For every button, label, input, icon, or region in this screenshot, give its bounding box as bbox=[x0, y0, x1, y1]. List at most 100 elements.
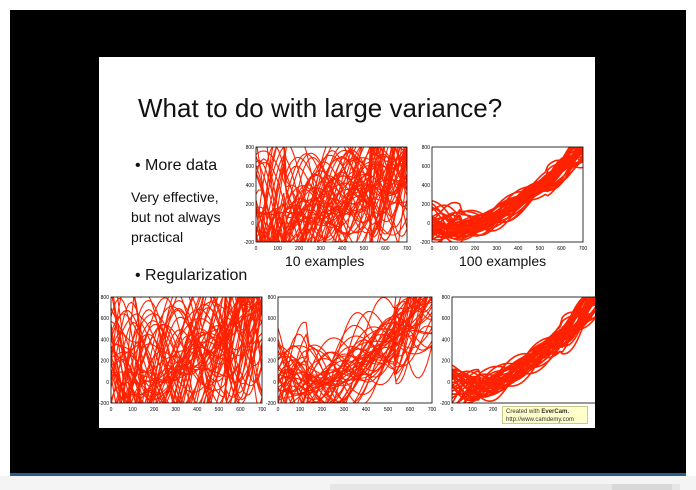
y-tick-label: 800 bbox=[246, 145, 255, 151]
video-progress-bar[interactable] bbox=[10, 473, 686, 476]
plot-frame bbox=[277, 296, 433, 404]
series-curve bbox=[276, 151, 407, 242]
y-tick-label: 200 bbox=[268, 359, 277, 365]
y-tick-label: 200 bbox=[246, 202, 255, 208]
y-tick-label: 200 bbox=[442, 359, 451, 365]
watermark-prefix: Created with bbox=[506, 409, 540, 415]
series-curve bbox=[133, 297, 262, 403]
note-line: but not always bbox=[131, 209, 221, 225]
series-curve bbox=[260, 147, 397, 242]
series-curve bbox=[152, 297, 256, 403]
x-tick-label: 300 bbox=[317, 246, 326, 252]
series-curve bbox=[266, 147, 407, 242]
y-tick-label: -200 bbox=[266, 401, 276, 407]
series-curve bbox=[278, 310, 432, 403]
x-tick-label: 600 bbox=[557, 246, 566, 252]
x-tick-label: 100 bbox=[128, 407, 137, 413]
y-tick-label: 200 bbox=[101, 359, 110, 365]
series-curve bbox=[269, 147, 392, 242]
series-curve bbox=[270, 147, 407, 242]
series-curve bbox=[278, 297, 411, 394]
series-curve bbox=[155, 297, 262, 403]
series-curve bbox=[280, 297, 415, 403]
series-curve bbox=[111, 297, 248, 403]
series-curve bbox=[256, 178, 407, 242]
y-tick-label: 0 bbox=[447, 380, 450, 386]
x-tick-label: 0 bbox=[110, 407, 113, 413]
x-tick-label: 400 bbox=[362, 407, 371, 413]
x-tick-label: 0 bbox=[255, 246, 258, 252]
note-text: Very effective, but not always practical bbox=[131, 187, 221, 247]
x-tick-label: 200 bbox=[318, 407, 327, 413]
series-curve bbox=[278, 297, 415, 403]
series-curve bbox=[275, 147, 386, 242]
placeholder-button[interactable] bbox=[612, 484, 672, 490]
series-curve bbox=[111, 303, 262, 403]
x-tick-label: 300 bbox=[172, 407, 181, 413]
y-tick-label: 200 bbox=[422, 202, 431, 208]
x-tick-label: 100 bbox=[296, 407, 305, 413]
series-curve bbox=[119, 297, 262, 403]
x-tick-label: 0 bbox=[431, 246, 434, 252]
x-tick-label: 700 bbox=[579, 246, 587, 252]
page-top-strip bbox=[0, 0, 696, 10]
watermark-brand: EverCam. bbox=[541, 409, 570, 415]
series-curve bbox=[111, 297, 262, 403]
y-tick-label: 800 bbox=[422, 145, 431, 151]
y-tick-label: 600 bbox=[101, 316, 110, 322]
note-line: Very effective, bbox=[131, 189, 219, 205]
series-curve bbox=[111, 297, 261, 403]
series-curve bbox=[432, 155, 583, 240]
series-curve bbox=[111, 297, 262, 403]
evercam-watermark: Created with EverCam. http://www.camdemy… bbox=[502, 406, 588, 424]
x-tick-label: 0 bbox=[277, 407, 280, 413]
x-tick-label: 400 bbox=[193, 407, 202, 413]
x-tick-label: 0 bbox=[451, 407, 454, 413]
series-curve bbox=[283, 147, 407, 242]
series-curve bbox=[111, 297, 251, 403]
series-curve bbox=[256, 147, 407, 242]
y-tick-label: 400 bbox=[422, 183, 431, 189]
series-curve bbox=[432, 147, 575, 238]
y-tick-label: 800 bbox=[268, 295, 277, 301]
x-tick-label: 300 bbox=[340, 407, 349, 413]
x-tick-label: 500 bbox=[536, 246, 545, 252]
series-curve bbox=[278, 297, 412, 403]
series-curve bbox=[111, 297, 262, 403]
series-curve bbox=[111, 297, 262, 403]
series-curve bbox=[432, 147, 580, 239]
x-tick-label: 700 bbox=[428, 407, 436, 413]
series-curve bbox=[452, 316, 595, 398]
x-tick-label: 500 bbox=[384, 407, 393, 413]
series-curve bbox=[282, 297, 422, 403]
series-curve bbox=[256, 147, 407, 242]
x-tick-label: 700 bbox=[258, 407, 266, 413]
x-tick-label: 500 bbox=[360, 246, 369, 252]
series-curve bbox=[278, 297, 432, 403]
note-line: practical bbox=[131, 229, 184, 245]
series-curve bbox=[256, 147, 379, 242]
series-curve bbox=[290, 297, 422, 403]
y-tick-label: -200 bbox=[440, 401, 450, 407]
series-curve bbox=[316, 297, 429, 403]
caption-10-examples: 10 examples bbox=[285, 253, 365, 269]
series-curve bbox=[256, 147, 378, 242]
series-curve bbox=[111, 321, 262, 403]
series-curve bbox=[256, 147, 394, 242]
series-curve bbox=[116, 297, 260, 403]
x-tick-label: 400 bbox=[514, 246, 523, 252]
x-tick-label: 100 bbox=[449, 246, 458, 252]
y-tick-label: 0 bbox=[251, 221, 254, 227]
series-curve bbox=[122, 297, 226, 403]
x-tick-label: 600 bbox=[236, 407, 245, 413]
y-tick-label: 400 bbox=[246, 183, 255, 189]
series-curve bbox=[452, 297, 595, 385]
series-curve bbox=[308, 297, 418, 403]
y-tick-label: -200 bbox=[420, 240, 430, 246]
series-curve bbox=[452, 302, 595, 397]
y-tick-label: 400 bbox=[101, 337, 110, 343]
x-tick-label: 700 bbox=[403, 246, 411, 252]
series-curve bbox=[111, 297, 262, 403]
y-tick-label: 400 bbox=[442, 337, 451, 343]
